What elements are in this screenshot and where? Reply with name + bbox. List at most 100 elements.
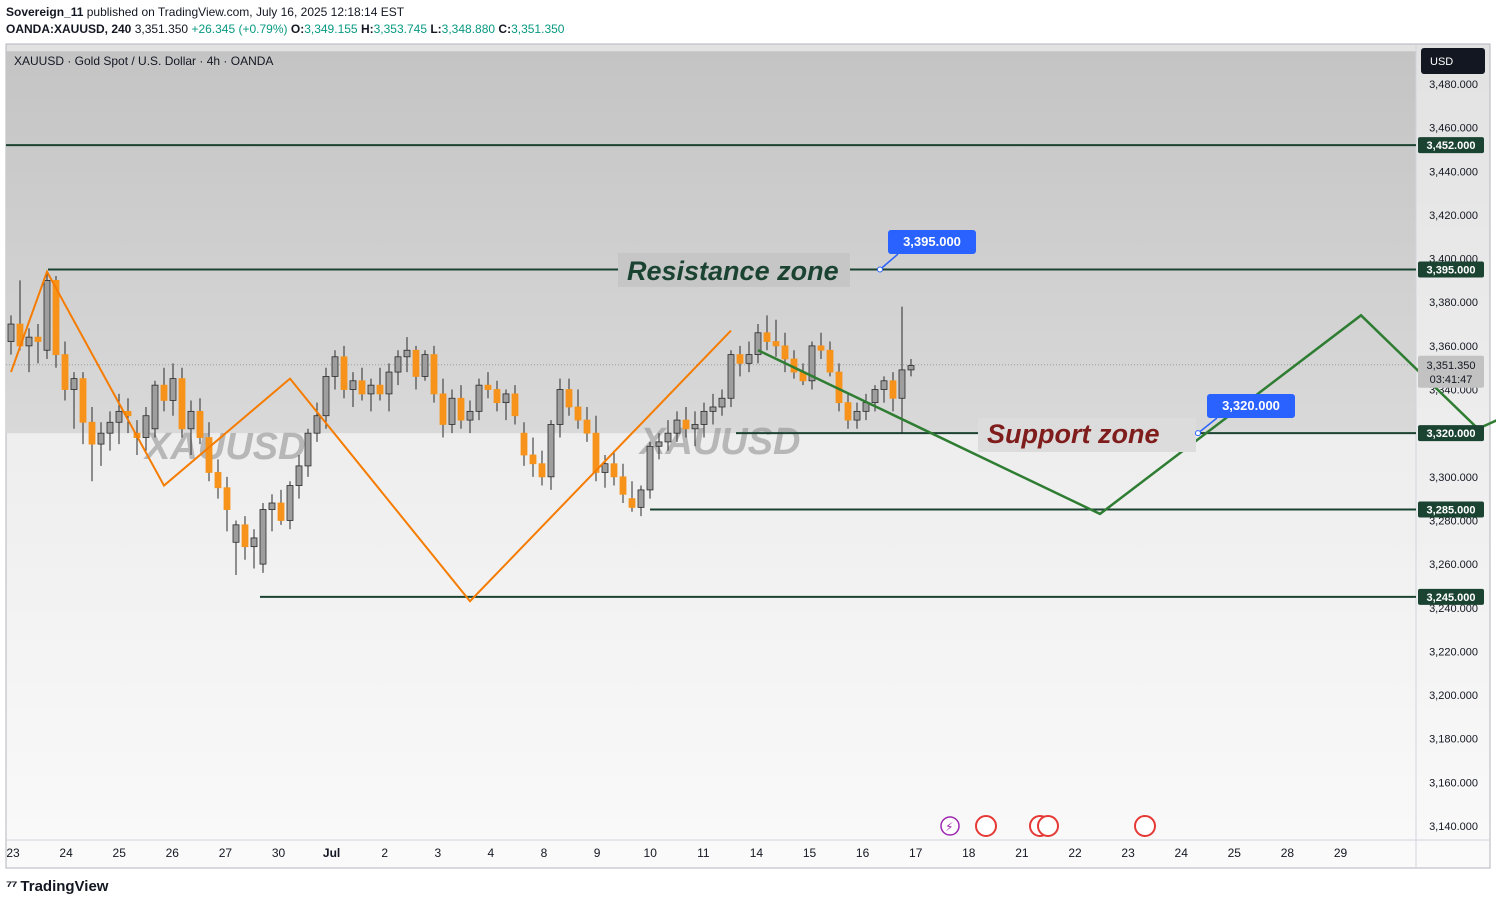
candle-body	[727, 354, 735, 399]
candle-body	[808, 345, 816, 382]
y-tick-label: 3,440.000	[1429, 166, 1478, 178]
badge-anchor	[877, 266, 883, 273]
candle-body	[736, 354, 744, 364]
price-change: +26.345 (+0.79%)	[191, 22, 288, 36]
y-tick-label: 3,180.000	[1429, 734, 1478, 746]
candle-body	[169, 378, 177, 401]
candle-body	[547, 424, 555, 478]
candle-body	[520, 432, 528, 456]
candle-body	[538, 463, 546, 478]
x-tick-label: Jul	[323, 846, 340, 860]
candle-body	[115, 410, 123, 423]
candle-body	[196, 410, 204, 438]
candle-body	[178, 378, 186, 430]
price-axis-tags: 3,452.000 3,395.000 3,320.000 3,285.000 3,24…	[1418, 137, 1484, 605]
y-tick-label: 3,460.000	[1429, 123, 1478, 135]
candle-body	[691, 424, 699, 430]
candle-body	[277, 502, 285, 521]
x-tick-label: 3	[434, 846, 441, 860]
level-price-tag	[1418, 425, 1484, 442]
event-icons[interactable]: ⚡	[940, 815, 1156, 837]
us-flag-event-icon[interactable]	[1037, 815, 1059, 837]
orange-wave-line	[10, 269, 732, 603]
high-value: 3,353.745	[373, 22, 427, 36]
x-tick-label: 26	[166, 846, 180, 860]
candle-body	[871, 389, 879, 404]
legend-title[interactable]: XAUUSD · Gold Spot / U.S. Dollar · 4h · …	[14, 54, 273, 68]
y-tick-label: 3,360.000	[1429, 341, 1478, 353]
resistance-shaded-band	[6, 51, 1416, 434]
candles	[7, 271, 915, 576]
x-tick-label: 16	[856, 846, 870, 860]
candle-body	[889, 380, 897, 399]
candle-body	[25, 336, 33, 347]
x-tick-label: 23	[6, 846, 20, 860]
candle-body	[394, 356, 402, 373]
legend-bar: XAUUSD · Gold Spot / U.S. Dollar · 4h · …	[14, 54, 273, 68]
level-price-tag	[1418, 261, 1484, 278]
candle-body	[709, 406, 717, 412]
resistance-zone-label: Resistance zone	[627, 256, 839, 286]
x-tick-label: 18	[962, 846, 976, 860]
badge-pointer	[879, 253, 899, 271]
candle-body	[322, 376, 330, 417]
level-price-tag-label: 3,285.000	[1427, 505, 1476, 517]
candle-body	[259, 509, 267, 565]
x-tick-label: 22	[1068, 846, 1082, 860]
y-tick-label: 3,300.000	[1429, 472, 1478, 484]
candle-body	[61, 354, 69, 390]
currency-button[interactable]: USD	[1421, 48, 1485, 74]
candle-body	[268, 502, 276, 510]
badge-anchor	[1195, 430, 1201, 437]
flash-event-icon[interactable]	[940, 816, 960, 836]
level-price-tag	[1418, 501, 1484, 518]
candle-body	[880, 380, 888, 390]
ohlc-line: OANDA:XAUUSD, 240 3,351.350 +26.345 (+0.…	[6, 22, 564, 36]
candle-body	[250, 537, 258, 548]
candle-body	[628, 498, 636, 508]
low-label: L:	[430, 22, 442, 36]
us-flag-event-icon[interactable]	[975, 815, 997, 837]
x-tick-label: 28	[1281, 846, 1295, 860]
candle-body	[340, 356, 348, 390]
author-name[interactable]: Sovereign_11	[6, 5, 84, 19]
currency-button-label[interactable]: USD	[1430, 56, 1453, 68]
open-value: 3,349.155	[304, 22, 358, 36]
publish-info: Sovereign_11 published on TradingView.co…	[6, 5, 404, 19]
currency-button-bg[interactable]	[1421, 48, 1485, 74]
price-badge	[1207, 394, 1295, 418]
candle-body	[304, 432, 312, 467]
level-price-tag-label: 3,245.000	[1427, 592, 1476, 604]
candle-body	[331, 356, 339, 377]
x-tick-label: 8	[541, 846, 548, 860]
candle-body	[34, 336, 42, 342]
candle-body	[286, 485, 294, 521]
y-tick-label: 3,140.000	[1429, 821, 1478, 833]
candle-body	[475, 384, 483, 412]
candle-body	[52, 280, 60, 356]
price-badges: 3,395.000 3,320.000	[877, 230, 1295, 437]
us-flag-event-icon[interactable]	[1134, 815, 1156, 837]
level-price-tag	[1418, 588, 1484, 605]
candle-body	[232, 524, 240, 543]
last-price-tag-label: 3,351.350	[1427, 360, 1476, 372]
x-tick-label: 27	[219, 846, 233, 860]
horizontal-levels	[6, 144, 1416, 598]
candle-body	[70, 378, 78, 390]
x-tick-label: 17	[909, 846, 923, 860]
y-tick-label: 3,200.000	[1429, 690, 1478, 702]
candle-body	[844, 402, 852, 421]
candle-body	[493, 389, 501, 404]
candle-body	[826, 349, 834, 373]
candle-body	[745, 354, 753, 364]
price-badge	[888, 230, 976, 254]
candle-body	[853, 410, 861, 421]
tradingview-logo[interactable]: ⁷⁷ TradingView	[6, 878, 108, 895]
x-axis: 23 24 25 26 27 30 Jul 2 3 4 8 9 10 11 14 15 16 17 18 21 22 23…	[6, 846, 1347, 860]
candle-body	[529, 454, 537, 465]
x-tick-label: 25	[113, 846, 127, 860]
candle-body	[466, 410, 474, 421]
close-label: C:	[498, 22, 512, 36]
y-tick-label: 3,380.000	[1429, 297, 1478, 309]
